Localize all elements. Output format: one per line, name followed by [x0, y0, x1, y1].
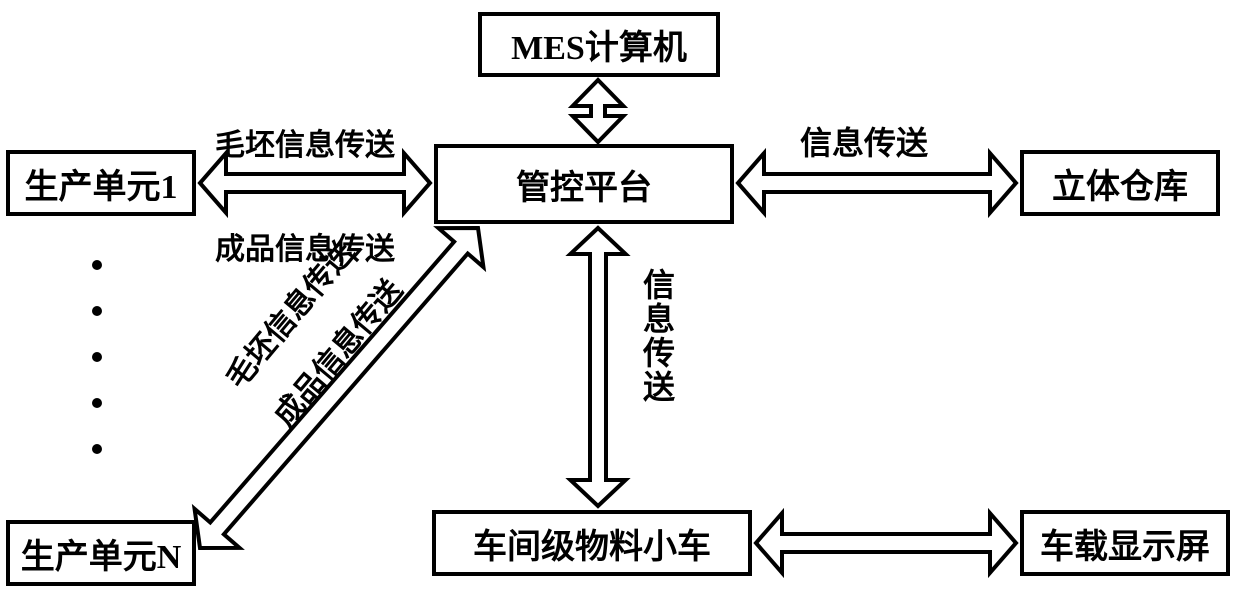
- double-arrow: [558, 188, 638, 546]
- node-box: 车间级物料小车: [432, 510, 752, 576]
- node-box: 管控平台: [434, 144, 734, 224]
- node-box: 生产单元1: [6, 150, 196, 216]
- ellipsis-dots: [92, 260, 102, 454]
- node-box: 立体仓库: [1020, 150, 1220, 216]
- node-box: MES计算机: [478, 12, 720, 77]
- edge-label: 信息传送: [634, 268, 680, 404]
- node-box: 车载显示屏: [1020, 510, 1230, 576]
- edge-label: 信息传送: [800, 118, 928, 164]
- double-arrow: [716, 503, 1056, 583]
- edge-label: 毛坯信息传送: [215, 120, 395, 164]
- node-box: 生产单元N: [6, 520, 196, 586]
